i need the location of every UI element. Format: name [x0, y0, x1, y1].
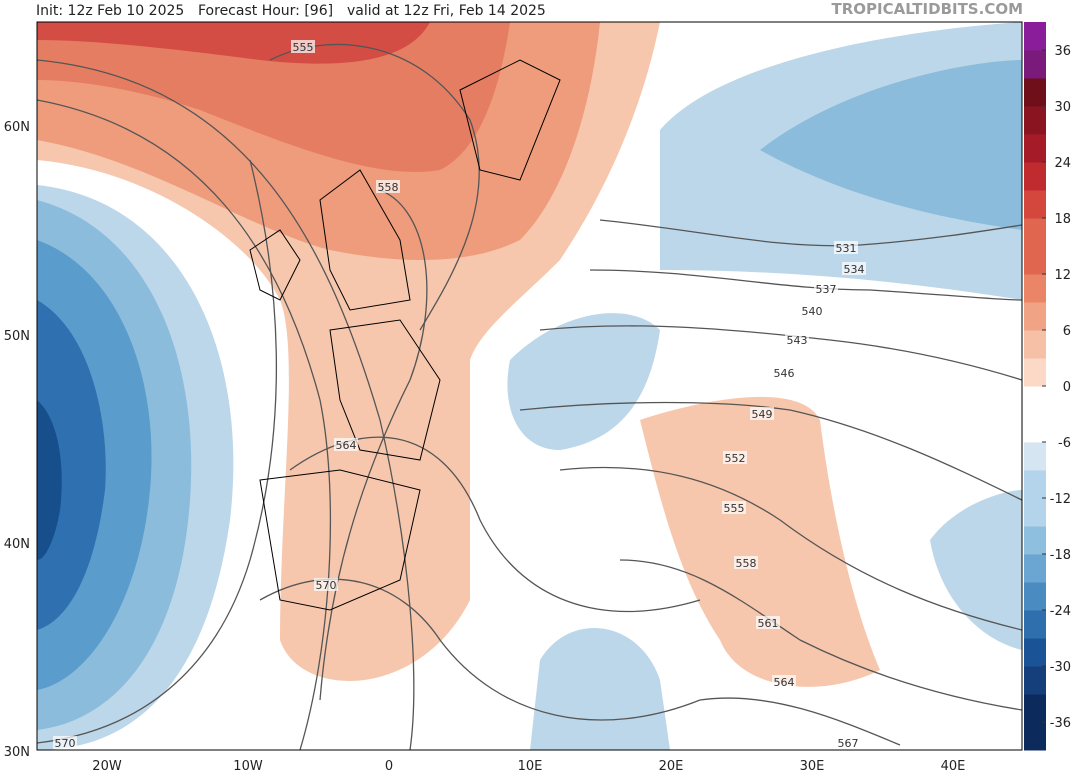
contour-label: 531: [836, 242, 857, 255]
contour-label-bg: [785, 333, 809, 346]
colorbar-segment: [1024, 106, 1046, 135]
colorbar-segment: [1024, 610, 1046, 639]
contour-label: 543: [787, 334, 808, 347]
contour-label-bg: [734, 556, 758, 569]
colorbar-segment: [1024, 78, 1046, 107]
contour-label: 555: [724, 502, 745, 515]
colorbar-segment: [1024, 274, 1046, 303]
contour-label-bg: [722, 501, 746, 514]
init-text: Init: 12z Feb 10 2025: [36, 3, 184, 19]
colorbar-segment: [1024, 414, 1046, 443]
lon-label: 20E: [659, 759, 684, 774]
contour-label-bg: [750, 407, 774, 420]
contour-label-bg: [834, 241, 858, 254]
contour-label-bg: [814, 282, 838, 295]
map-area: [36, 21, 1023, 751]
lon-label: 30E: [800, 759, 825, 774]
watermark: TROPICALTIDBITS.COM: [832, 0, 1024, 18]
colorbar-segment: [1024, 722, 1046, 751]
colorbar-segment: [1024, 498, 1046, 527]
colorbar: 36 30 24 18 12 6 0 -6 -12 -18 -24 -30 -36: [1024, 22, 1071, 751]
forecast-hour: Forecast Hour: [96]: [198, 3, 333, 19]
colorbar-label: 12: [1054, 268, 1071, 283]
contour-label: 540: [802, 305, 823, 318]
colorbar-segment: [1024, 470, 1046, 499]
lat-label: 40N: [4, 537, 30, 552]
colorbar-segment: [1024, 330, 1046, 359]
lon-label: 20W: [92, 759, 122, 774]
colorbar-label: -24: [1050, 604, 1071, 619]
colorbar-segment: [1024, 246, 1046, 275]
colorbar-segment: [1024, 50, 1046, 79]
contour-label: 555: [293, 41, 314, 54]
lat-label: 60N: [4, 120, 30, 135]
contour-label: 558: [736, 557, 757, 570]
colorbar-segment: [1024, 134, 1046, 163]
contour-label: 537: [816, 283, 837, 296]
lon-label: 10E: [518, 759, 543, 774]
contour-label: 564: [336, 439, 357, 452]
colorbar-segment: [1024, 582, 1046, 611]
colorbar-segment: [1024, 22, 1046, 51]
colorbar-label: 30: [1054, 100, 1071, 115]
colorbar-segment: [1024, 694, 1046, 723]
colorbar-segment: [1024, 554, 1046, 583]
contour-label: 570: [55, 737, 76, 750]
contour-label-bg: [800, 304, 824, 317]
lon-label: 40E: [941, 759, 966, 774]
colorbar-segment: [1024, 442, 1046, 471]
colorbar-segment: [1024, 386, 1046, 415]
contour-label: 549: [752, 408, 773, 421]
colorbar-segment: [1024, 358, 1046, 387]
contour-label: 570: [316, 579, 337, 592]
colorbar-segment: [1024, 638, 1046, 667]
colorbar-segment: [1024, 190, 1046, 219]
colorbar-label: 18: [1054, 212, 1071, 227]
contour-label-bg: [772, 675, 796, 688]
colorbar-label: -18: [1050, 548, 1071, 563]
contour-label-bg: [376, 180, 400, 193]
colorbar-label: 6: [1063, 324, 1071, 339]
colorbar-segment: [1024, 666, 1046, 695]
contour-label-bg: [291, 40, 315, 53]
contour-label-bg: [842, 262, 866, 275]
contour-label: 561: [758, 617, 779, 630]
colorbar-label: 36: [1054, 44, 1071, 59]
colorbar-label: -36: [1050, 716, 1071, 731]
colorbar-label: -30: [1050, 660, 1071, 675]
contour-label-bg: [836, 736, 860, 749]
colorbar-label: 24: [1054, 156, 1071, 171]
colorbar-label: 0: [1063, 380, 1071, 395]
contour-label: 552: [725, 452, 746, 465]
contour-label: 546: [774, 367, 795, 380]
contour-label: 558: [378, 181, 399, 194]
contour-label-bg: [53, 736, 77, 749]
contour-label-bg: [772, 366, 796, 379]
lon-label: 0: [385, 759, 393, 774]
contour-label: 564: [774, 676, 795, 689]
colorbar-segment: [1024, 526, 1046, 555]
colorbar-label: -12: [1050, 492, 1071, 507]
colorbar-segment: [1024, 162, 1046, 191]
colorbar-segment: [1024, 302, 1046, 331]
lat-label: 30N: [4, 745, 30, 760]
contour-label-bg: [723, 451, 747, 464]
contour-label-bg: [314, 578, 338, 591]
lat-label: 50N: [4, 329, 30, 344]
contour-label: 534: [844, 263, 865, 276]
contour-label-bg: [756, 616, 780, 629]
contour-label: 567: [838, 737, 859, 750]
valid-time: valid at 12z Fri, Feb 14 2025: [347, 3, 546, 19]
lon-label: 10W: [233, 759, 263, 774]
colorbar-segment: [1024, 218, 1046, 247]
contour-label-bg: [334, 438, 358, 451]
colorbar-label: -6: [1058, 436, 1071, 451]
